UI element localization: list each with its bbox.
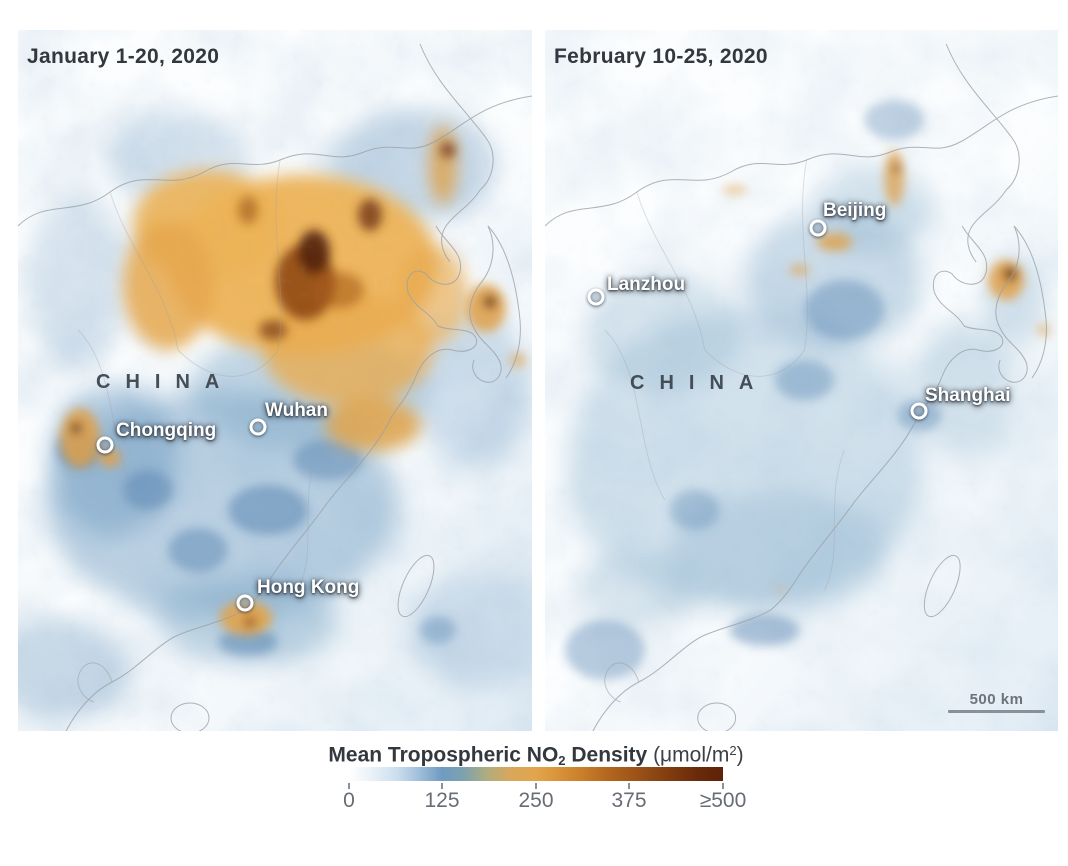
panel-title-february: February 10-25, 2020: [554, 45, 768, 68]
city-marker-wuhan: [249, 418, 267, 436]
legend-tick-label-250: 250: [518, 789, 554, 812]
legend-tick-label-125: 125: [424, 789, 460, 812]
scale-bar-line: [948, 710, 1045, 713]
city-marker-beijing: [809, 219, 827, 237]
map-art-february: [545, 30, 1058, 731]
legend-title-rest: Density: [565, 743, 648, 767]
legend-colorbar: [349, 767, 723, 781]
map-panel-february: February 10-25, 2020 CHINA Lanzhou Beiji…: [545, 30, 1058, 731]
legend-tick-label-500: ≥500: [699, 789, 747, 812]
legend: Mean Tropospheric NO2 Density (μmol/m2) …: [0, 741, 1068, 851]
legend-units-prefix: (μmol/m: [647, 743, 730, 767]
legend-title-main: Mean Tropospheric NO: [328, 743, 559, 767]
legend-tick-mark-375: [628, 783, 630, 789]
legend-units-superscript: 2: [729, 743, 737, 758]
legend-title: Mean Tropospheric NO2 Density (μmol/m2): [244, 743, 828, 768]
city-label-beijing: Beijing: [823, 200, 887, 221]
city-marker-lanzhou: [587, 288, 605, 306]
city-marker-chongqing: [96, 436, 114, 454]
region-label-china-january: CHINA: [96, 371, 235, 393]
scale-bar: 500 km: [948, 691, 1045, 713]
legend-tick-mark-0: [348, 783, 350, 789]
panel-title-january: January 1-20, 2020: [27, 45, 220, 68]
city-marker-shanghai: [910, 402, 928, 420]
city-label-lanzhou: Lanzhou: [607, 274, 686, 295]
city-label-hong-kong: Hong Kong: [257, 577, 360, 598]
legend-tick-label-0: 0: [343, 789, 355, 812]
city-label-wuhan: Wuhan: [265, 400, 328, 421]
city-marker-hong-kong: [236, 594, 254, 612]
legend-tick-mark-500: [722, 783, 724, 789]
map-panel-january: January 1-20, 2020 CHINA Chongqing Wuhan…: [18, 30, 532, 731]
legend-title-subscript: 2: [558, 753, 566, 769]
city-label-chongqing: Chongqing: [116, 420, 217, 441]
legend-tick-label-375: 375: [611, 789, 647, 812]
legend-tick-mark-125: [441, 783, 443, 789]
map-art-january: [18, 30, 532, 731]
legend-tick-mark-250: [535, 783, 537, 789]
legend-units-suffix: ): [736, 743, 744, 767]
city-label-shanghai: Shanghai: [925, 385, 1011, 406]
region-label-china-february: CHINA: [630, 372, 769, 394]
scale-bar-label: 500 km: [969, 691, 1024, 708]
